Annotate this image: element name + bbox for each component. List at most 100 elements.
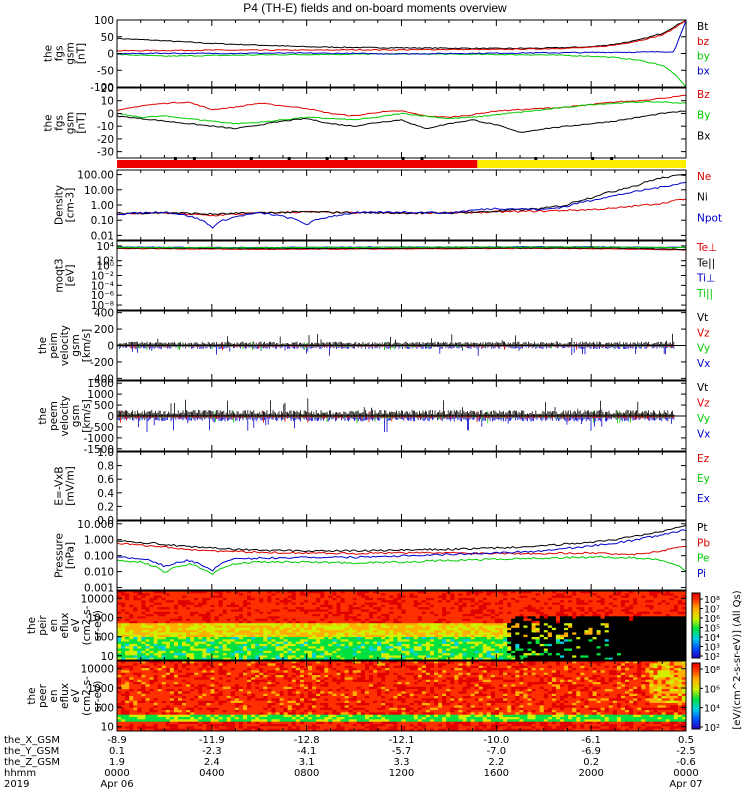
peir_spec-cell bbox=[344, 650, 350, 654]
peir_spec-cell bbox=[531, 641, 537, 645]
peir_spec-cell bbox=[369, 632, 374, 636]
peir_spec-cell bbox=[507, 646, 512, 649]
peir_spec-cell bbox=[360, 655, 366, 659]
peir_spec-cell bbox=[417, 627, 423, 631]
peir_spec-cell bbox=[539, 597, 545, 601]
peir_spec-cell bbox=[629, 627, 634, 631]
peir_spec-cell bbox=[637, 657, 642, 660]
peir_spec-cell bbox=[328, 646, 333, 649]
peir_spec-cell bbox=[125, 639, 130, 643]
peir_spec-cell bbox=[210, 620, 216, 624]
peir_spec-cell bbox=[616, 618, 622, 622]
peir_spec-cell bbox=[226, 653, 232, 656]
peir_spec-cell bbox=[637, 637, 642, 640]
peir_spec-cell bbox=[336, 620, 342, 624]
peir_spec-cell bbox=[450, 618, 455, 622]
peer_spec-cell bbox=[125, 686, 130, 690]
peir_spec-cell bbox=[657, 611, 663, 615]
peir_spec-cell bbox=[401, 627, 407, 631]
peir_spec-cell bbox=[523, 657, 528, 660]
peir_spec-cell bbox=[141, 648, 146, 652]
peir_spec-cell bbox=[531, 639, 537, 643]
peir_spec-cell bbox=[551, 607, 557, 610]
peir_spec-cell bbox=[271, 625, 276, 629]
peir_spec-cell bbox=[466, 611, 472, 615]
peir_spec-cell bbox=[133, 655, 138, 659]
peir_spec-cell bbox=[535, 637, 541, 640]
peir_spec-cell bbox=[369, 616, 374, 620]
peir_spec-cell bbox=[421, 602, 427, 606]
peir_spec-cell bbox=[665, 618, 671, 622]
peir_spec-cell bbox=[417, 609, 423, 613]
peir_spec-cell bbox=[612, 602, 618, 606]
peir_spec-cell bbox=[169, 639, 175, 643]
peir_spec-cell bbox=[161, 614, 167, 617]
peir_spec-cell bbox=[137, 653, 142, 656]
peir_spec-cell bbox=[247, 643, 252, 647]
peir_spec-cell bbox=[434, 639, 439, 643]
peir_spec-cell bbox=[637, 653, 642, 656]
peir_spec-cell bbox=[661, 591, 667, 594]
peir_spec-cell bbox=[385, 591, 390, 594]
peir_spec-cell bbox=[450, 657, 455, 660]
peir_spec-cell bbox=[425, 653, 431, 656]
peir_spec-cell bbox=[462, 641, 468, 645]
peir_spec-cell bbox=[218, 602, 224, 606]
density-ytick-label: 10.00 bbox=[84, 185, 114, 197]
peir_spec-cell bbox=[677, 639, 683, 643]
peir_spec-cell bbox=[182, 607, 187, 610]
peir_spec-cell bbox=[681, 591, 686, 594]
peir_spec-cell bbox=[299, 627, 305, 631]
peir_spec-cell bbox=[369, 600, 374, 603]
peir_spec-cell bbox=[287, 620, 293, 624]
peir_spec-cell bbox=[405, 634, 411, 638]
peir_spec-cell bbox=[446, 641, 451, 645]
peir_spec-cell bbox=[336, 607, 342, 610]
peir_spec-cell bbox=[299, 600, 305, 603]
peir_spec-cell bbox=[121, 632, 126, 636]
peir_spec-cell bbox=[385, 604, 390, 608]
peir_spec-cell bbox=[194, 595, 199, 599]
peir_spec-cell bbox=[462, 627, 468, 631]
peir_spec-cell bbox=[625, 623, 630, 626]
peir_spec-cell bbox=[543, 595, 549, 599]
peir_spec-cell bbox=[356, 600, 362, 603]
peir_spec-cell bbox=[360, 634, 366, 638]
peir_spec-cell bbox=[247, 650, 252, 654]
peir_spec-cell bbox=[551, 632, 557, 636]
peir_spec-cell bbox=[271, 616, 276, 620]
peir_spec-cell bbox=[141, 639, 146, 643]
peir_spec-cell bbox=[169, 618, 175, 622]
peem_velocity-ytick-label: 0 bbox=[107, 411, 114, 423]
peir_spec-cell bbox=[527, 643, 533, 647]
peir_spec-cell bbox=[551, 641, 557, 645]
peir_spec-cell bbox=[413, 646, 419, 649]
peir_spec-cell bbox=[202, 618, 207, 622]
peir_spec-cell bbox=[482, 655, 488, 659]
peir_spec-cell bbox=[450, 630, 455, 633]
peir_spec-cell bbox=[535, 609, 541, 613]
peir_spec-cell bbox=[438, 609, 443, 613]
peir_spec-cell bbox=[173, 600, 179, 603]
peir_spec-cell bbox=[507, 655, 512, 659]
peir_spec-cell bbox=[592, 616, 598, 620]
peir_spec-cell bbox=[681, 634, 686, 638]
temperature-ylabel: [eV] bbox=[65, 265, 77, 287]
peir_spec-cell bbox=[486, 614, 492, 617]
peir_spec-cell bbox=[446, 616, 451, 620]
peir_spec-cell bbox=[401, 630, 407, 633]
peir_spec-cell bbox=[320, 653, 325, 656]
peir_spec-cell bbox=[234, 657, 240, 660]
peir_spec-cell bbox=[466, 620, 472, 624]
peir_spec-cell bbox=[210, 653, 216, 656]
peir_spec-cell bbox=[499, 600, 504, 603]
peir_spec-cell bbox=[572, 639, 577, 643]
peir_spec-cell bbox=[486, 591, 492, 594]
peir_spec-cell bbox=[523, 637, 528, 640]
peir_spec-cell bbox=[373, 648, 378, 652]
peir_spec-cell bbox=[446, 655, 451, 659]
peir_spec-cell bbox=[153, 607, 159, 610]
peir_spec-cell bbox=[600, 632, 606, 636]
peir_spec-cell bbox=[169, 591, 175, 594]
peir_spec-cell bbox=[409, 614, 415, 617]
